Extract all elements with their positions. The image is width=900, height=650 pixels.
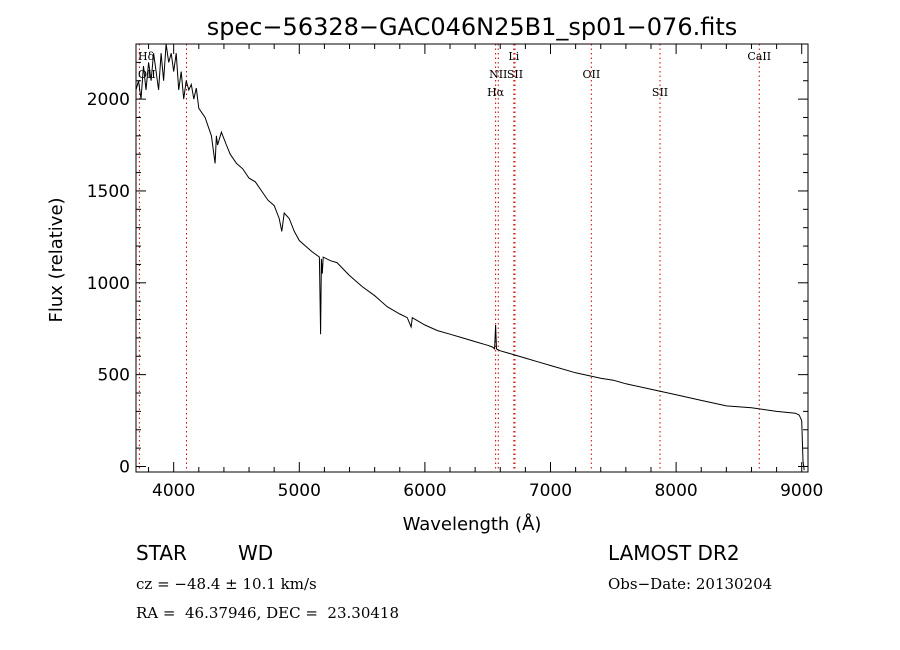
y-tick-label: 500 xyxy=(98,366,130,386)
line-marker-label: CaII xyxy=(747,50,771,63)
line-marker-label: Hδ xyxy=(138,50,155,63)
chart-title: spec−56328−GAC046N25B1_sp01−076.fits xyxy=(207,13,738,41)
x-axis-label: Wavelength (Å) xyxy=(403,513,542,535)
x-tick-label: 7000 xyxy=(529,481,572,501)
x-tick-label: 6000 xyxy=(403,481,446,501)
observation-date: Obs−Date: 20130204 xyxy=(608,575,773,593)
survey-name: LAMOST DR2 xyxy=(608,541,740,565)
x-tick-label: 4000 xyxy=(152,481,195,501)
redshift-velocity: cz = −48.4 ± 10.1 km/s xyxy=(136,575,317,593)
x-tick-label: 5000 xyxy=(278,481,321,501)
plot-frame xyxy=(135,43,809,473)
axes: 4000 5000 6000 7000 8000 9000 0 500 1000 1500 2000 xyxy=(87,43,823,501)
line-marker-label: NII xyxy=(489,68,507,81)
sky-coordinates: RA = 46.37946, DEC = 23.30418 xyxy=(136,604,400,622)
line-marker-label: SII xyxy=(507,68,523,81)
y-tick-label: 1500 xyxy=(87,182,130,202)
x-tick-label: 8000 xyxy=(654,481,697,501)
x-tick-label: 9000 xyxy=(780,481,823,501)
y-axis-label: Flux (relative) xyxy=(46,197,67,322)
object-subclass: WD xyxy=(238,541,274,565)
line-marker-label: SII xyxy=(652,86,668,99)
y-tick-label: 0 xyxy=(119,457,130,477)
line-marker-label: Hα xyxy=(487,86,505,99)
y-tick-label: 2000 xyxy=(87,90,130,110)
y-tick-label: 1000 xyxy=(87,274,130,294)
spectrum-line xyxy=(135,43,805,471)
line-marker-label: OII xyxy=(582,68,600,81)
line-marker-label: Li xyxy=(508,50,519,63)
object-class: STAR xyxy=(136,541,187,565)
